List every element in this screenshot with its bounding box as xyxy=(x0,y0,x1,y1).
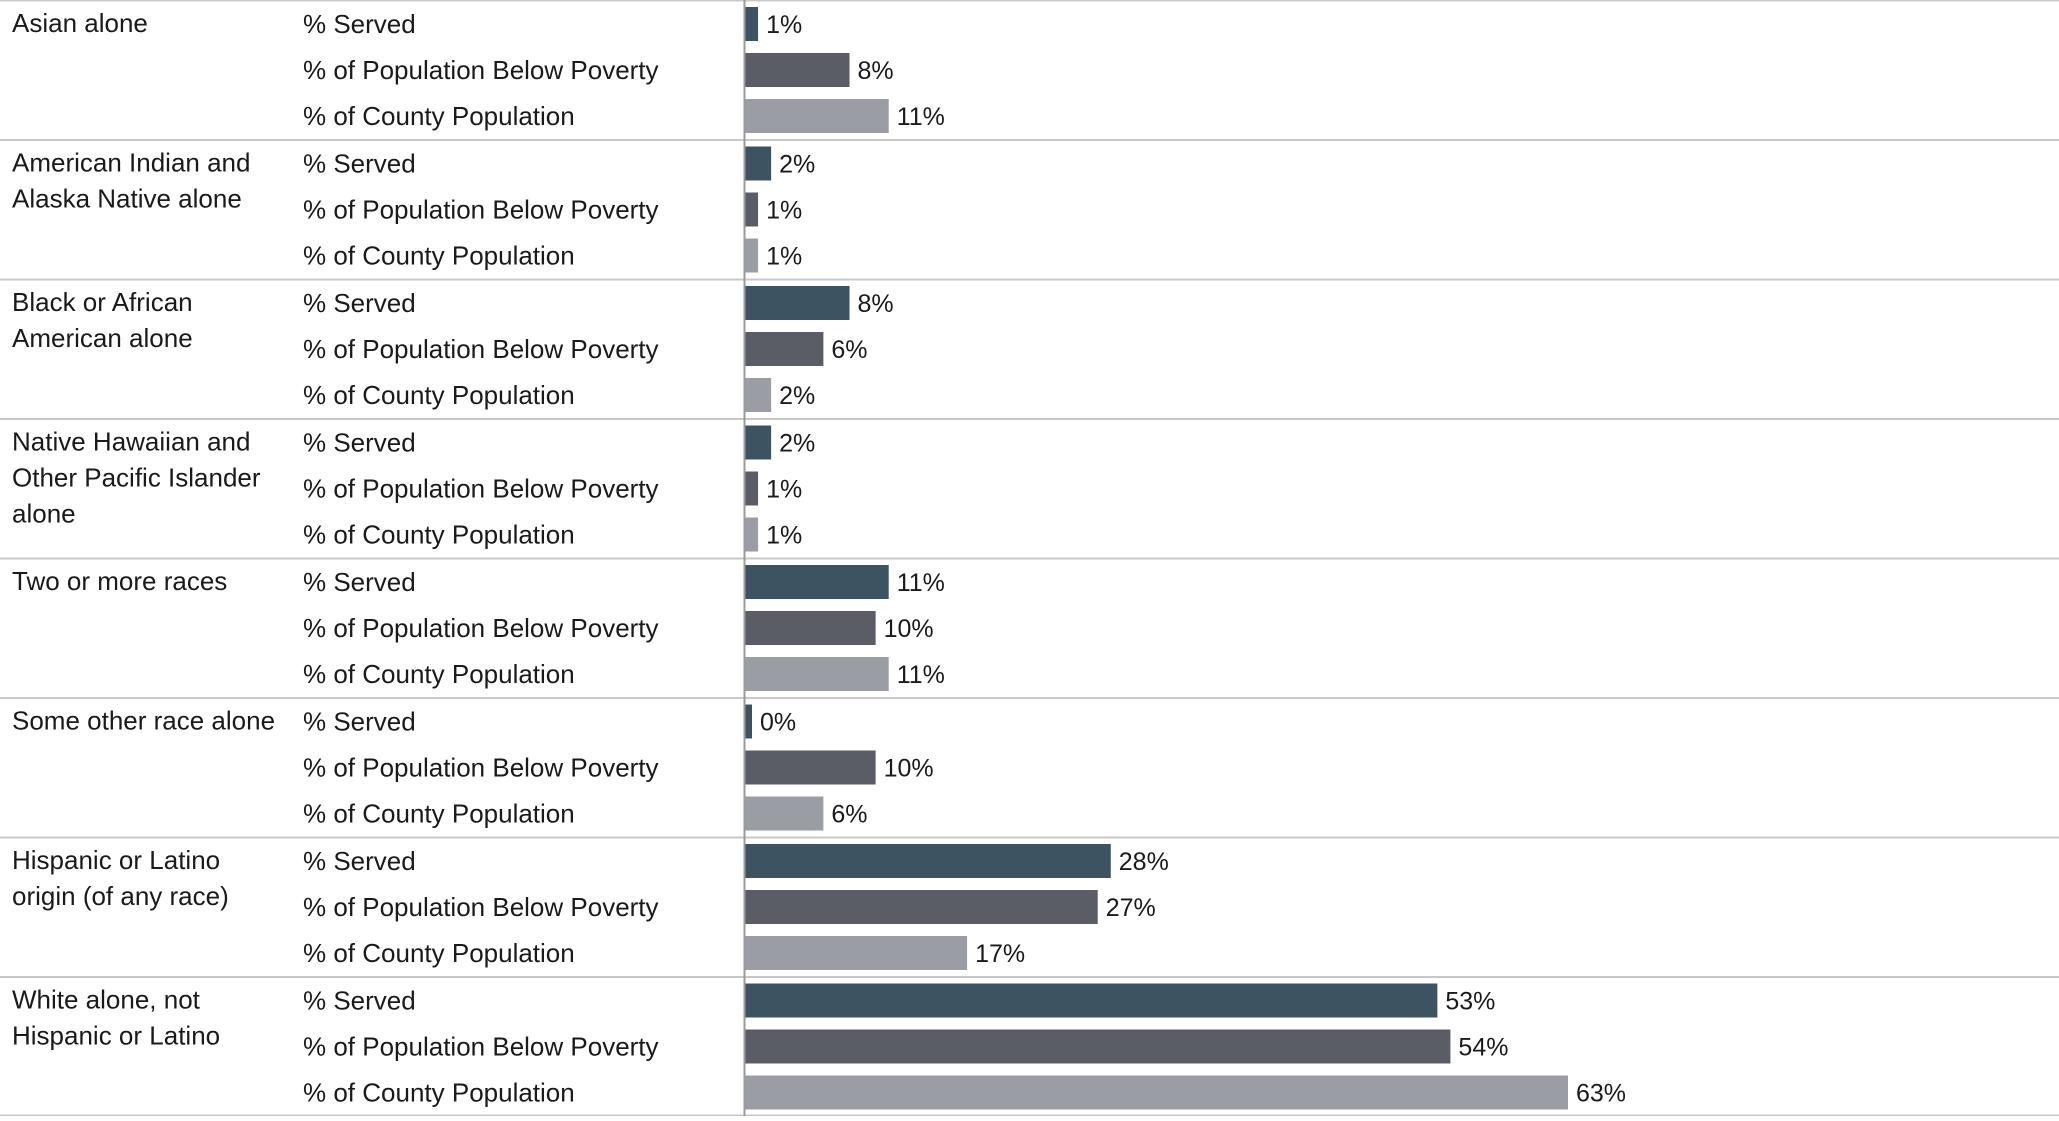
data-label: 6% xyxy=(831,801,867,829)
metric-label: % of Population Below Poverty xyxy=(303,195,659,225)
bar xyxy=(745,611,876,645)
group-label: Asian alone xyxy=(12,8,148,38)
bar xyxy=(745,657,889,691)
data-label: 1% xyxy=(766,243,802,271)
metric-label: % of Population Below Poverty xyxy=(303,613,659,643)
bar xyxy=(745,750,876,785)
metric-label: % Served xyxy=(303,986,416,1016)
metric-label: % Served xyxy=(303,9,416,39)
metric-label: % of County Population xyxy=(303,520,575,550)
data-label: 8% xyxy=(858,57,894,85)
data-label: 54% xyxy=(1458,1034,1508,1062)
metric-label: % of County Population xyxy=(303,659,575,689)
bar xyxy=(745,425,772,460)
data-label: 2% xyxy=(779,151,815,179)
data-label: 1% xyxy=(766,197,802,225)
bar xyxy=(745,704,752,739)
metric-label: % Served xyxy=(303,846,416,876)
bar xyxy=(745,146,772,181)
data-label: 10% xyxy=(884,615,934,643)
metric-label: % of Population Below Poverty xyxy=(303,334,659,364)
bar xyxy=(745,936,968,970)
metric-label: % Served xyxy=(303,288,416,318)
group-label: Some other race alone xyxy=(12,706,275,736)
group-label: Native Hawaiian and xyxy=(12,427,250,457)
group-label: origin (of any race) xyxy=(12,881,229,911)
group-label: Alaska Native alone xyxy=(12,184,242,214)
metric-label: % of Population Below Poverty xyxy=(303,55,659,85)
data-label: 11% xyxy=(897,569,945,597)
data-label: 63% xyxy=(1576,1080,1626,1108)
metric-label: % of County Population xyxy=(303,101,575,131)
group-label: Hispanic or Latino xyxy=(12,845,220,875)
group-label: alone xyxy=(12,499,76,529)
data-label: 17% xyxy=(975,940,1025,968)
data-label: 28% xyxy=(1119,848,1169,876)
bar xyxy=(745,890,1098,924)
metric-label: % Served xyxy=(303,567,416,597)
data-label: 0% xyxy=(760,709,796,737)
metric-label: % of Population Below Poverty xyxy=(303,474,659,504)
bar xyxy=(745,796,824,831)
bar xyxy=(745,7,759,41)
metric-label: % of County Population xyxy=(303,1078,575,1108)
metric-label: % Served xyxy=(303,428,416,458)
metric-label: % of County Population xyxy=(303,799,575,829)
data-label: 2% xyxy=(779,430,815,458)
data-label: 27% xyxy=(1106,894,1156,922)
group-label: American alone xyxy=(12,323,193,353)
group-label: Two or more races xyxy=(12,566,227,596)
group-label: Hispanic or Latino xyxy=(12,1021,220,1051)
bar xyxy=(745,53,850,87)
group-label: American Indian and xyxy=(12,148,250,178)
group-label: Black or African xyxy=(12,287,193,317)
bar xyxy=(745,844,1111,878)
group-label: Other Pacific Islander xyxy=(12,463,261,493)
group-label: White alone, not xyxy=(12,985,201,1015)
bar xyxy=(745,238,759,273)
data-label: 1% xyxy=(766,11,802,39)
metric-label: % Served xyxy=(303,707,416,737)
data-label: 10% xyxy=(884,755,934,783)
bar xyxy=(745,99,889,133)
bar xyxy=(745,471,759,506)
data-label: 53% xyxy=(1445,988,1495,1016)
metric-label: % of Population Below Poverty xyxy=(303,892,659,922)
metric-label: % Served xyxy=(303,149,416,179)
bar xyxy=(745,1075,1568,1110)
bar xyxy=(745,517,759,552)
bar xyxy=(745,192,759,227)
bar xyxy=(745,565,889,599)
metric-label: % of Population Below Poverty xyxy=(303,753,659,783)
bar xyxy=(745,983,1438,1018)
data-label: 11% xyxy=(897,661,945,689)
data-label: 1% xyxy=(766,522,802,550)
data-label: 6% xyxy=(831,336,867,364)
metric-label: % of Population Below Poverty xyxy=(303,1032,659,1062)
data-label: 11% xyxy=(897,103,945,131)
bar xyxy=(745,378,772,412)
metric-label: % of County Population xyxy=(303,380,575,410)
bar xyxy=(745,286,850,320)
metric-label: % of County Population xyxy=(303,241,575,271)
metric-label: % of County Population xyxy=(303,938,575,968)
data-label: 8% xyxy=(858,290,894,318)
data-label: 1% xyxy=(766,476,802,504)
bar xyxy=(745,332,824,366)
data-label: 2% xyxy=(779,382,815,410)
bar xyxy=(745,1029,1451,1064)
